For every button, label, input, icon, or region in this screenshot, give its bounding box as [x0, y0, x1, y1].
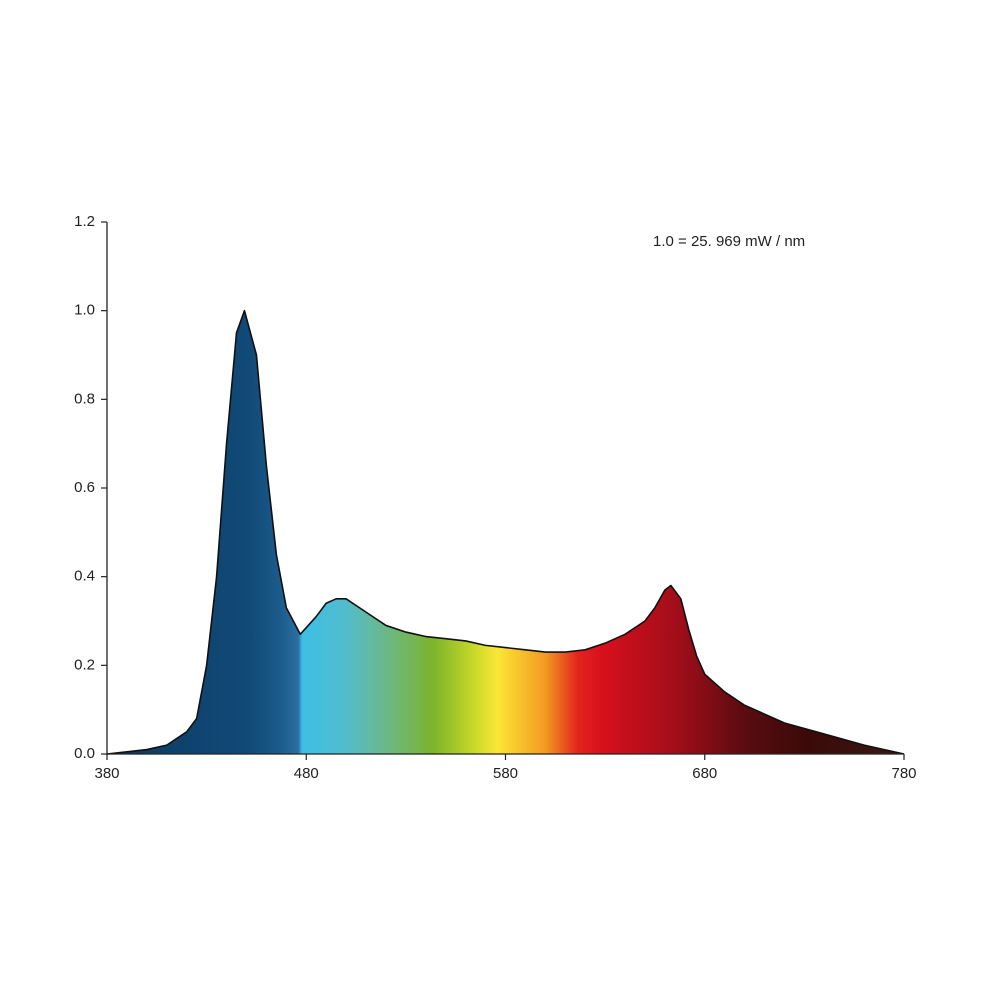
area-fill [107, 310, 904, 754]
x-tick-label: 480 [294, 765, 319, 782]
x-tick-label: 380 [94, 765, 119, 782]
y-tick-label: 0.2 [74, 656, 95, 673]
x-tick-label: 680 [692, 765, 717, 782]
y-tick-label: 1.0 [74, 302, 95, 319]
y-tick-label: 0.8 [74, 390, 95, 407]
y-tick-label: 0.0 [74, 745, 95, 762]
x-tick-label: 780 [891, 765, 916, 782]
annotation: 1.0 = 25. 969 mW / nm [653, 233, 805, 250]
y-tick-label: 0.4 [74, 568, 95, 585]
y-tick-label: 0.6 [74, 479, 95, 496]
area-outline [106, 309, 905, 755]
y-tick-label: 1.2 [74, 213, 95, 230]
x-tick-label: 580 [493, 765, 518, 782]
